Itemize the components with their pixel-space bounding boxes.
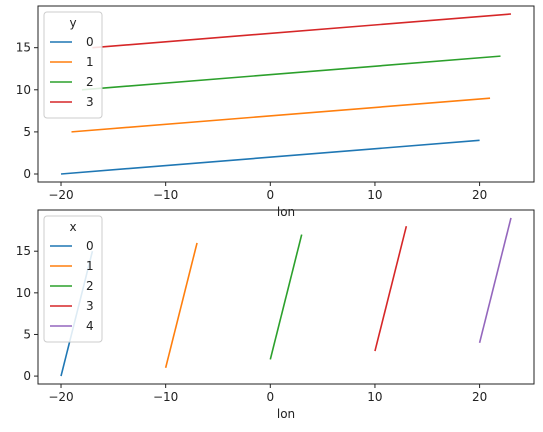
x-tick-label: 0	[266, 188, 274, 202]
legend-title: y	[69, 16, 76, 30]
legend-label-1: 1	[86, 55, 94, 69]
x-tick-label: −20	[48, 188, 73, 202]
legend-title: x	[69, 220, 76, 234]
series-line-1	[71, 97, 491, 133]
series-line-3	[374, 226, 408, 352]
y-tick-label: 0	[23, 167, 31, 181]
x-tick-label: 0	[266, 390, 274, 404]
y-tick-label: 15	[16, 244, 31, 258]
legend-label-1: 1	[86, 259, 94, 273]
legend-label-0: 0	[86, 35, 94, 49]
series-line-2	[81, 55, 501, 91]
x-axis-label: lon	[277, 407, 295, 421]
y-tick-label: 0	[23, 369, 31, 383]
legend-box	[43, 11, 103, 119]
legend: x0 1 2 3 4	[43, 215, 103, 343]
y-tick-label: 10	[16, 83, 31, 97]
legend-label-0: 0	[86, 239, 94, 253]
series-line-1	[164, 242, 198, 368]
legend: y0 1 2 3	[43, 11, 103, 119]
y-tick-label: 15	[16, 41, 31, 55]
series-line-3	[92, 13, 512, 49]
x-tick-label: −10	[153, 188, 178, 202]
legend-label-2: 2	[86, 75, 94, 89]
legend-label-4: 4	[86, 319, 94, 333]
x-tick-label: −10	[153, 390, 178, 404]
plot-frame	[37, 5, 535, 183]
legend-box	[43, 215, 103, 343]
y-tick-label: 10	[16, 286, 31, 300]
series-line-0	[60, 139, 480, 175]
x-tick-label: 20	[472, 188, 487, 202]
series-line-4	[478, 217, 512, 343]
legend-label-3: 3	[86, 299, 94, 313]
legend-label-2: 2	[86, 279, 94, 293]
x-tick-label: 20	[472, 390, 487, 404]
x-tick-label: −20	[48, 390, 73, 404]
legend-label-3: 3	[86, 95, 94, 109]
plot-frame	[37, 209, 535, 385]
series-line-2	[269, 234, 303, 360]
y-tick-label: 5	[23, 327, 31, 341]
x-tick-label: 10	[367, 390, 382, 404]
x-axis-label: lon	[277, 205, 295, 219]
x-tick-label: 10	[367, 188, 382, 202]
y-tick-label: 5	[23, 125, 31, 139]
